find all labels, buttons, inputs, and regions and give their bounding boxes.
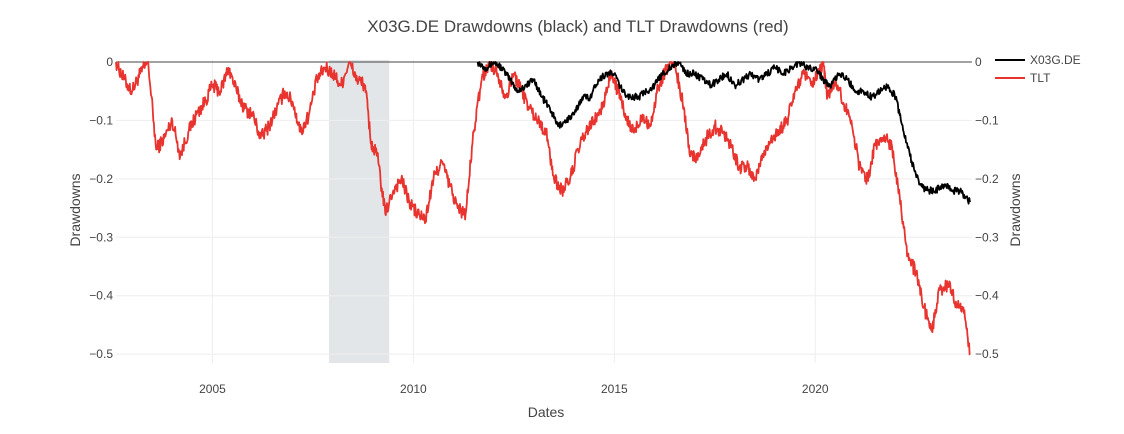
x-tick-label-1: 2010 [400, 382, 427, 396]
y-axis-title-right: Drawdowns [1007, 173, 1023, 246]
y-tick-label-left-2: −0.2 [89, 172, 113, 186]
shaded-region-0 [328, 60, 390, 363]
y-tick-label-left-0: 0 [106, 55, 113, 69]
legend-label-1: TLT [1030, 71, 1051, 85]
series-lines [115, 61, 971, 356]
y-tick-label-right-5: −0.5 [975, 347, 999, 361]
right-y-ticks: 0 −0.1 −0.2 −0.3 −0.4 −0.5 [975, 55, 999, 361]
y-tick-label-left-3: −0.3 [89, 230, 113, 244]
left-y-ticks: 0 −0.1 −0.2 −0.3 −0.4 −0.5 [89, 55, 113, 361]
x-tick-label-2: 2015 [601, 382, 628, 396]
y-tick-label-right-0: 0 [975, 55, 982, 69]
y-tick-label-right-2: −0.2 [975, 172, 999, 186]
legend: X03G.DE TLT [995, 53, 1081, 85]
y-tick-label-right-4: −0.4 [975, 289, 999, 303]
y-tick-label-left-1: −0.1 [89, 113, 113, 127]
x-tick-label-3: 2020 [802, 382, 829, 396]
chart-title: X03G.DE Drawdowns (black) and TLT Drawdo… [367, 17, 788, 36]
y-axis-title: Drawdowns [67, 173, 83, 246]
y-tick-label-left-5: −0.5 [89, 347, 113, 361]
y-tick-label-right-1: −0.1 [975, 113, 999, 127]
series-line-tlt [115, 61, 971, 356]
legend-label-0: X03G.DE [1030, 53, 1081, 67]
y-tick-label-left-4: −0.4 [89, 289, 113, 303]
x-ticks: 2005 2010 2015 2020 [199, 382, 829, 396]
x-axis-title: Dates [528, 404, 565, 420]
gridlines [116, 60, 972, 363]
x-tick-label-0: 2005 [199, 382, 226, 396]
shaded-regions [328, 60, 390, 363]
y-tick-label-right-3: −0.3 [975, 230, 999, 244]
series-line-x03g-de [476, 61, 971, 205]
